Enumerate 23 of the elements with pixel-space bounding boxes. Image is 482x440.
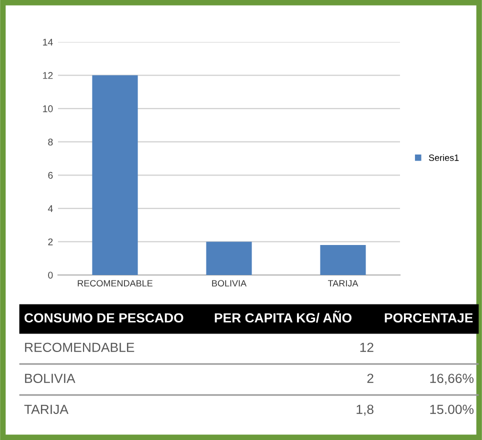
x-tick-label: BOLIVIA <box>212 280 247 286</box>
text: PER CAPITA KG/ AÑO <box>214 310 352 323</box>
text: 16,66% <box>430 374 474 385</box>
legend-label: Series1 <box>428 154 459 161</box>
y-tick-label: 14 <box>43 38 53 46</box>
y-tick-label: 2 <box>48 238 53 246</box>
text: 15.00% <box>430 404 474 414</box>
y-tick-label: 10 <box>43 105 53 112</box>
x-tick-label: TARIJA <box>328 280 358 286</box>
text: 12 <box>360 342 374 352</box>
y-tick-label: 0 <box>48 272 53 279</box>
category-label: TARIJA <box>24 404 68 414</box>
category-label: BOLIVIA <box>25 374 76 384</box>
text: PORCENTAJE <box>384 313 473 323</box>
category-label: RECOMENDABLE <box>25 342 134 352</box>
y-tick-label: 8 <box>48 138 53 146</box>
y-tick-label: 12 <box>43 72 53 79</box>
x-tick-label: RECOMENDABLE <box>78 280 152 286</box>
text: 2 <box>367 374 374 383</box>
y-tick-label: 6 <box>48 172 53 179</box>
y-tick-label: 4 <box>48 205 53 212</box>
text: 1,8 <box>356 404 374 416</box>
text: CONSUMO DE PESCADO <box>24 313 184 323</box>
